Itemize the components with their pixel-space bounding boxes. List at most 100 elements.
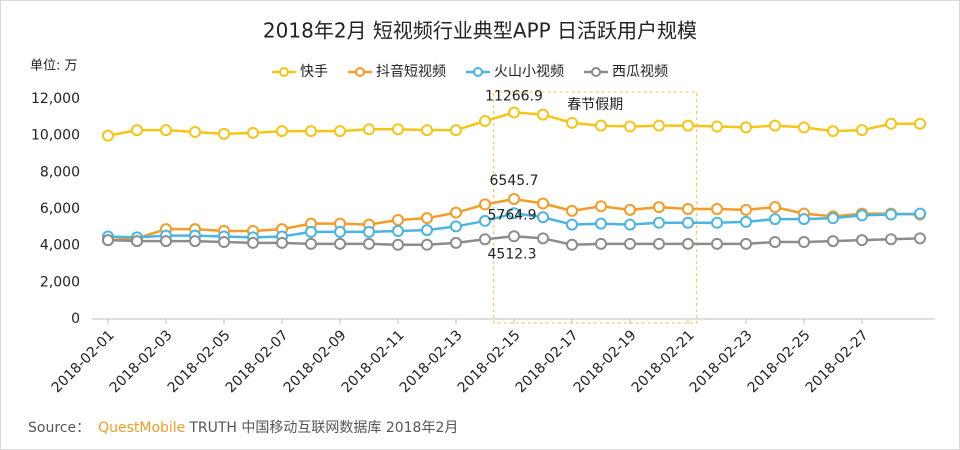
point <box>508 230 520 243</box>
point <box>508 192 520 205</box>
y-tick-label: 6,000 <box>40 201 80 217</box>
point <box>914 232 926 245</box>
legend-marker <box>279 67 289 77</box>
source-brand: QuestMobile <box>98 420 185 436</box>
point <box>827 125 839 138</box>
point <box>421 238 433 251</box>
point <box>450 206 462 219</box>
point <box>653 216 665 229</box>
point <box>595 119 607 132</box>
point <box>624 203 636 216</box>
point <box>711 203 723 215</box>
point <box>711 237 723 250</box>
point <box>218 236 230 248</box>
y-tick-label: 4,000 <box>40 238 80 254</box>
point <box>334 225 346 238</box>
legend-label: 抖音短视频 <box>376 63 446 80</box>
point <box>392 123 404 136</box>
point <box>305 125 317 138</box>
point <box>247 126 259 139</box>
legend-label: 快手 <box>300 64 328 80</box>
point <box>334 125 346 138</box>
point <box>740 203 752 216</box>
point <box>421 212 433 225</box>
point <box>450 220 462 233</box>
point <box>566 218 578 231</box>
point <box>537 197 549 210</box>
point <box>479 198 491 211</box>
point <box>856 124 868 137</box>
point <box>566 116 578 129</box>
point <box>711 216 723 229</box>
point <box>798 236 810 248</box>
legend-label: 火山小视频 <box>494 64 564 80</box>
point <box>595 200 607 213</box>
point <box>914 207 926 220</box>
point <box>363 123 375 136</box>
data-label: 5764.9 <box>488 207 537 223</box>
point <box>624 120 636 133</box>
point <box>653 201 665 214</box>
point <box>856 209 868 222</box>
point <box>537 108 549 121</box>
point <box>769 236 781 248</box>
point <box>653 119 665 132</box>
point <box>131 235 143 248</box>
point <box>566 204 578 217</box>
point <box>305 225 317 238</box>
point <box>798 213 810 226</box>
legend-label: 西瓜视频 <box>612 64 668 80</box>
point <box>740 237 752 250</box>
point <box>421 124 433 137</box>
y-tick-label: 0 <box>71 311 80 327</box>
point <box>740 121 752 134</box>
point <box>595 237 607 250</box>
point <box>769 213 781 226</box>
point <box>160 124 172 137</box>
point <box>537 211 549 224</box>
point <box>363 225 375 238</box>
point <box>421 224 433 237</box>
data-label: 6545.7 <box>490 173 539 189</box>
point <box>247 236 259 249</box>
point <box>885 233 897 246</box>
point <box>566 238 578 251</box>
point <box>392 214 404 226</box>
point <box>131 124 143 137</box>
point <box>885 208 897 221</box>
point <box>189 126 201 138</box>
y-tick-label: 10,000 <box>31 128 80 144</box>
legend-marker <box>591 67 601 77</box>
point <box>711 120 723 133</box>
point <box>914 117 926 130</box>
point <box>102 129 114 142</box>
data-label: 4512.3 <box>488 246 537 262</box>
point <box>334 237 346 250</box>
point <box>827 235 839 248</box>
point <box>450 124 462 137</box>
point <box>682 237 694 250</box>
source-rest: TRUTH 中国移动互联网数据库 2018年2月 <box>188 420 458 436</box>
point <box>508 106 520 119</box>
point <box>479 115 491 127</box>
point <box>624 237 636 250</box>
y-tick-label: 12,000 <box>31 91 80 107</box>
point <box>363 237 375 250</box>
point <box>769 119 781 132</box>
point <box>885 117 897 130</box>
point <box>798 121 810 134</box>
point <box>595 217 607 230</box>
point <box>450 236 462 249</box>
point <box>479 214 491 227</box>
source-prefix: Source： <box>28 420 90 436</box>
y-unit: 单位: 万 <box>30 59 78 74</box>
data-label: 11266.9 <box>485 88 543 104</box>
point <box>682 119 694 132</box>
point <box>856 234 868 247</box>
chart-title: 2018年2月 短视频行业典型APP 日活跃用户规模 <box>263 19 697 43</box>
point <box>508 207 520 220</box>
point <box>479 233 491 246</box>
point <box>624 218 636 231</box>
